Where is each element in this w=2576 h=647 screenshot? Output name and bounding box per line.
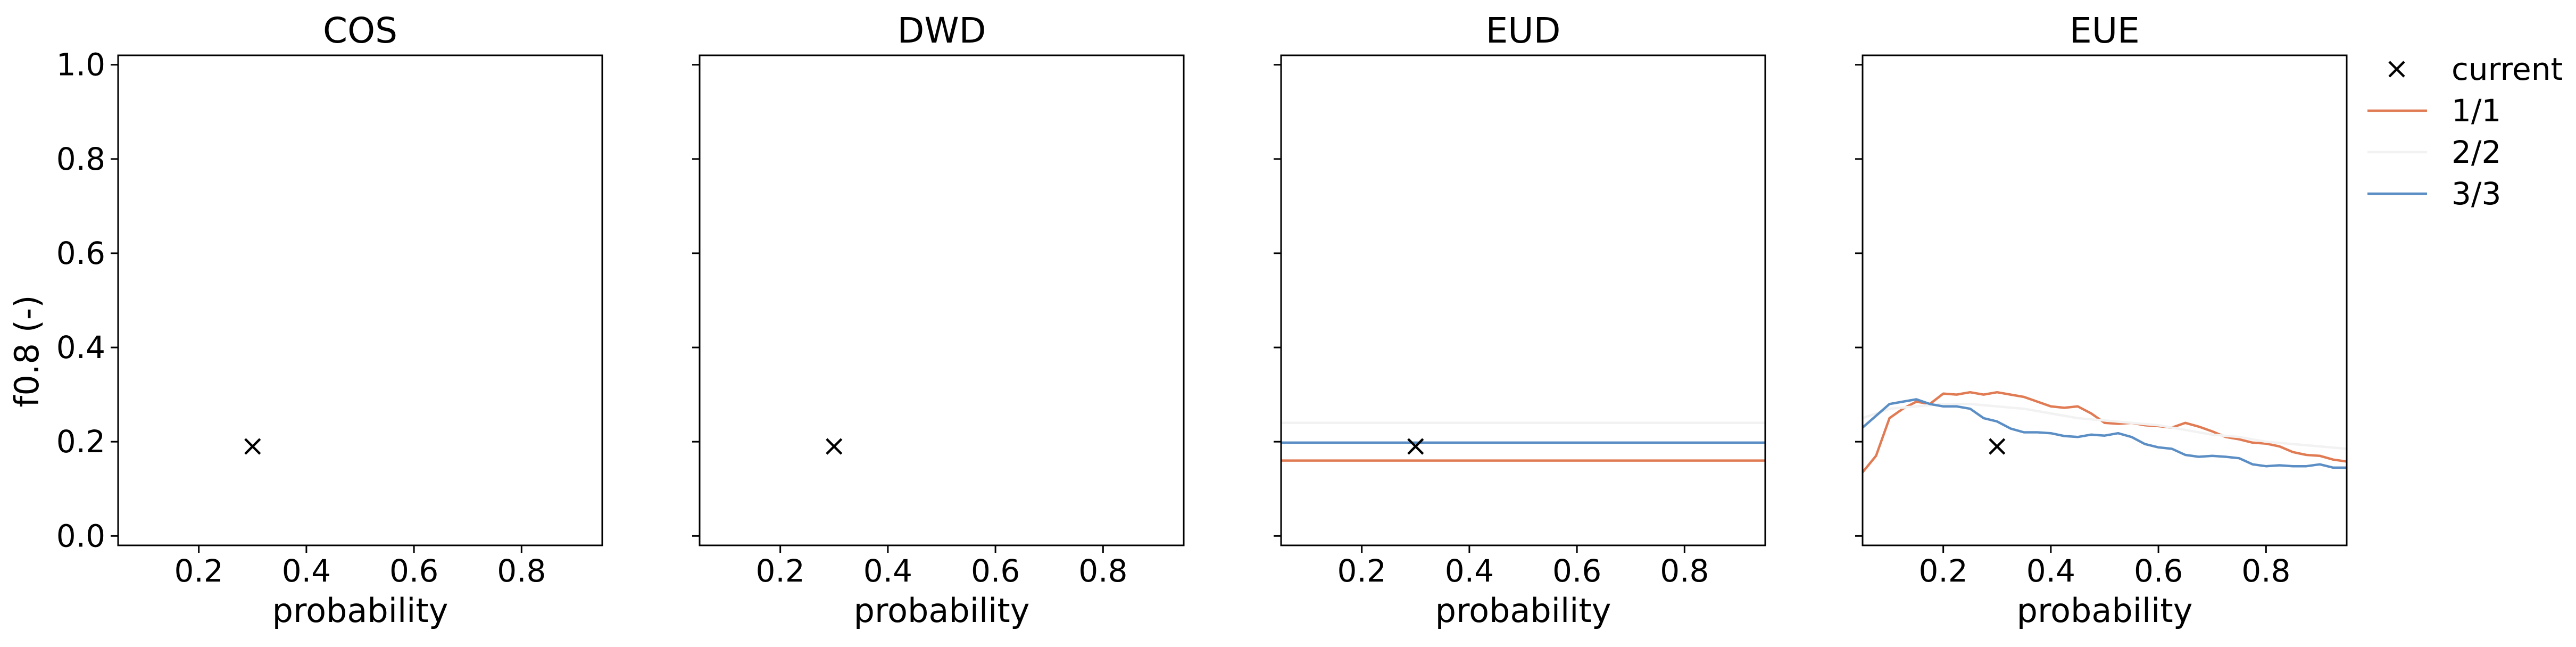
x-axis-label: probability xyxy=(2017,591,2193,630)
x-tick-label: 0.4 xyxy=(282,553,331,589)
current-marker-stroke xyxy=(826,438,843,455)
x-tick-label: 0.8 xyxy=(1660,553,1709,589)
panel-dwd: 0.2 0.4 0.6 0.8 probability DWD xyxy=(692,10,1185,630)
legend-entry-current: current xyxy=(2388,51,2563,87)
legend-entry-1-1: 1/1 xyxy=(2367,93,2501,129)
current-marker xyxy=(1407,438,1424,455)
series-group xyxy=(1863,391,2347,474)
x-tick-label: 0.2 xyxy=(756,553,805,589)
x-tick-label: 0.6 xyxy=(1552,553,1601,589)
series-group xyxy=(1281,421,1765,462)
current-marker-stroke xyxy=(1407,438,1424,455)
legend: current 1/1 2/2 3/3 xyxy=(2367,51,2563,212)
x-tick-label: 0.4 xyxy=(1445,553,1494,589)
current-marker xyxy=(826,438,843,455)
x-axis-label: probability xyxy=(854,591,1030,630)
plot-frame xyxy=(1280,54,1766,546)
x-tick-label: 0.6 xyxy=(971,553,1020,589)
panel-eue: 0.2 0.4 0.6 0.8 probability EUE xyxy=(1855,10,2348,630)
x-tick-label: 0.8 xyxy=(2241,553,2290,589)
x-tick-label: 0.2 xyxy=(1337,553,1386,589)
plot-frame xyxy=(1862,54,2348,546)
x-tick-label: 0.8 xyxy=(497,553,546,589)
y-axis-label: f0.8 (-) xyxy=(7,295,46,408)
y-tick-label: 0.8 xyxy=(56,141,105,177)
x-tick-label: 0.4 xyxy=(863,553,912,589)
y-tick-label: 0.6 xyxy=(56,235,105,271)
x-axis-label: probability xyxy=(272,591,448,630)
current-marker-stroke xyxy=(1989,438,2006,455)
panel-cos: 0.2 0.4 0.6 0.8 0.0 0.2 0.4 0.6 0.8 1.0 probabilit… xyxy=(56,10,603,630)
current-marker xyxy=(244,438,261,455)
panel-title: EUD xyxy=(1486,10,1561,51)
legend-marker xyxy=(2388,61,2405,78)
panels: 0.2 0.4 0.6 0.8 0.0 0.2 0.4 0.6 0.8 1.0 probabilit… xyxy=(56,10,2348,630)
legend-entry-3-3: 3/3 xyxy=(2367,176,2501,212)
legend-label: current xyxy=(2452,51,2563,87)
panel-title: DWD xyxy=(898,10,986,51)
panel-title: COS xyxy=(323,10,397,51)
plot-frame xyxy=(117,54,603,546)
current-marker-stroke xyxy=(244,438,261,455)
y-tick-label: 1.0 xyxy=(56,47,105,83)
x-tick-label: 0.6 xyxy=(389,553,438,589)
x-axis-label: probability xyxy=(1435,591,1611,630)
x-tick-label: 0.8 xyxy=(1078,553,1127,589)
legend-entry-2-2: 2/2 xyxy=(2367,134,2501,170)
panel-title: EUE xyxy=(2070,10,2140,51)
series-line-3-3 xyxy=(1863,398,2347,469)
plot-frame xyxy=(699,54,1185,546)
series-line-1-1 xyxy=(1863,391,2347,474)
x-tick-label: 0.6 xyxy=(2134,553,2183,589)
legend-label: 1/1 xyxy=(2452,93,2501,129)
legend-label: 2/2 xyxy=(2452,134,2501,170)
y-tick-label: 0.0 xyxy=(56,518,105,554)
x-tick-label: 0.2 xyxy=(1919,553,1968,589)
series-line-2-2 xyxy=(1863,403,2347,450)
x-tick-label: 0.4 xyxy=(2026,553,2075,589)
y-tick-label: 0.2 xyxy=(56,424,105,460)
x-tick-label: 0.2 xyxy=(174,553,223,589)
y-tick-label: 0.4 xyxy=(56,329,105,366)
current-marker xyxy=(1989,438,2006,455)
legend-label: 3/3 xyxy=(2452,176,2501,212)
panel-eud: 0.2 0.4 0.6 0.8 probability EUD xyxy=(1274,10,1766,630)
